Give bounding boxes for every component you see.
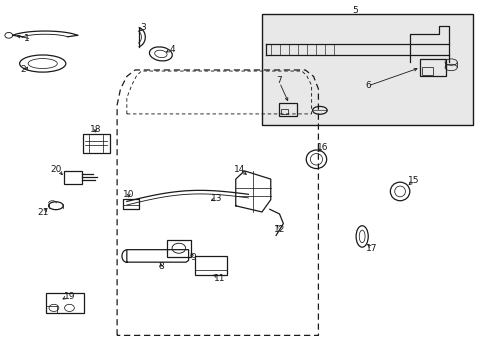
Bar bbox=[278, 103, 296, 116]
Bar bbox=[46, 293, 84, 313]
Text: 21: 21 bbox=[37, 208, 48, 217]
Text: 20: 20 bbox=[50, 165, 61, 174]
Bar bbox=[261, 14, 472, 125]
Text: 16: 16 bbox=[316, 143, 327, 152]
Text: 11: 11 bbox=[214, 274, 225, 283]
Bar bbox=[63, 171, 82, 184]
Text: 12: 12 bbox=[273, 225, 285, 234]
Text: 19: 19 bbox=[63, 292, 75, 301]
Text: 15: 15 bbox=[407, 176, 419, 185]
Bar bbox=[195, 256, 226, 275]
Text: 18: 18 bbox=[89, 125, 101, 134]
Bar bbox=[421, 67, 432, 75]
Text: 10: 10 bbox=[123, 190, 134, 199]
Text: 17: 17 bbox=[366, 244, 377, 253]
Text: 3: 3 bbox=[140, 23, 146, 32]
Text: 14: 14 bbox=[233, 166, 245, 175]
Text: 8: 8 bbox=[158, 262, 163, 271]
Text: 13: 13 bbox=[210, 194, 222, 203]
Text: 6: 6 bbox=[365, 81, 370, 90]
Text: 5: 5 bbox=[352, 6, 358, 15]
Bar bbox=[166, 240, 191, 257]
Text: 2: 2 bbox=[20, 66, 25, 75]
Bar bbox=[419, 59, 446, 76]
Text: 7: 7 bbox=[276, 76, 282, 85]
Bar bbox=[122, 199, 138, 209]
Bar bbox=[281, 109, 287, 114]
Text: 1: 1 bbox=[24, 34, 29, 43]
Text: 9: 9 bbox=[190, 253, 196, 262]
Text: 4: 4 bbox=[169, 45, 175, 54]
